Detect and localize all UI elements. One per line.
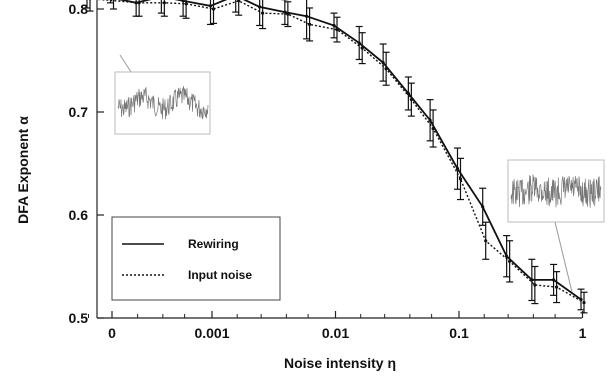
data-point	[162, 1, 166, 5]
inset-high-noise-trace	[510, 174, 602, 208]
data-point	[357, 41, 361, 45]
data-point	[305, 14, 309, 18]
data-point	[381, 61, 385, 65]
legend-label-rewiring: Rewiring	[188, 237, 239, 251]
data-point	[208, 4, 213, 8]
data-point	[505, 254, 509, 258]
series-input-noise	[86, 0, 588, 314]
data-point	[137, 1, 141, 5]
inset-low-noise-frame	[114, 71, 211, 135]
y-axis-ticks: 0.5 0.6 0.7 0.8	[69, 1, 104, 326]
data-point	[508, 259, 512, 263]
x-tick-label: 0.1	[449, 325, 469, 341]
data-point	[582, 301, 586, 305]
data-point	[360, 46, 364, 50]
data-point	[335, 28, 339, 32]
x-tick-label: 0	[108, 325, 116, 341]
data-point	[406, 91, 410, 96]
x-tick-label: 0.01	[322, 325, 349, 341]
y-axis-label: DFA Exponent α	[15, 116, 31, 224]
data-point	[286, 12, 290, 16]
data-point	[431, 126, 435, 131]
data-point	[533, 283, 537, 287]
data-point	[428, 118, 432, 122]
x-tick-label: 1	[579, 325, 587, 341]
y-tick-label: 0.8	[69, 1, 89, 17]
inset-low-noise	[114, 54, 211, 135]
data-point	[555, 285, 559, 289]
data-point	[409, 98, 413, 102]
inset-high-noise-pointer	[554, 221, 573, 293]
legend-box	[111, 216, 281, 301]
data-point	[258, 5, 262, 9]
legend-label-input-noise: Input noise	[188, 268, 252, 282]
data-point	[181, 0, 185, 3]
inset-low-noise-trace	[117, 86, 209, 120]
data-point	[261, 11, 265, 15]
y-tick-label: 0.5	[69, 310, 89, 326]
x-axis-label: Noise intensity η	[284, 355, 396, 371]
data-point	[484, 239, 488, 243]
data-point	[308, 22, 312, 26]
data-point	[211, 7, 216, 11]
data-point	[458, 177, 463, 181]
legend: Rewiring Input noise	[111, 216, 281, 301]
data-point	[332, 23, 336, 28]
x-axis-ticks: 0 0.001 0.01 0.1 1	[88, 311, 587, 341]
y-tick-label: 0.6	[69, 207, 89, 223]
series-line	[97, 0, 585, 304]
y-tick-label: 0.7	[69, 104, 89, 120]
data-point	[237, 0, 241, 3]
plot-frame	[96, 0, 582, 319]
data-point	[384, 67, 388, 71]
x-tick-label: 0.001	[194, 325, 229, 341]
data-point	[184, 2, 188, 6]
data-point	[552, 278, 556, 282]
inset-high-noise	[507, 159, 605, 293]
data-point	[481, 205, 485, 209]
data-point	[283, 10, 287, 14]
series-layer	[83, 0, 588, 314]
data-point	[455, 167, 460, 171]
